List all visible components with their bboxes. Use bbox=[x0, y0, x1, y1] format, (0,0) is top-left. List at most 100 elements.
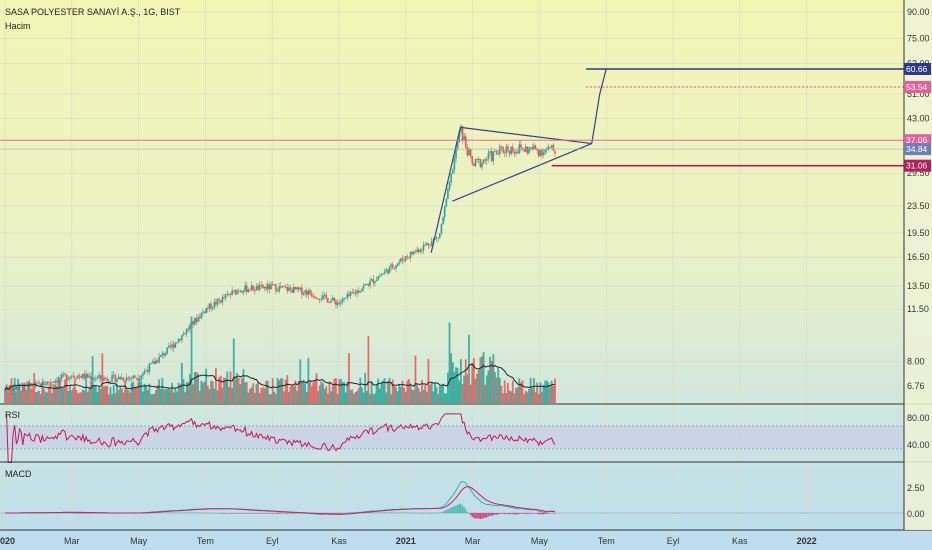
macd-hist-bar bbox=[435, 512, 438, 514]
volume-bar bbox=[81, 389, 84, 403]
candle-body bbox=[117, 376, 120, 380]
candle-body bbox=[343, 298, 345, 299]
volume-bar bbox=[318, 385, 321, 403]
macd-hist-bar bbox=[160, 512, 162, 514]
volume-bar bbox=[39, 394, 42, 403]
candle-body bbox=[161, 353, 164, 356]
macd-hist-bar bbox=[211, 512, 214, 514]
candle-body bbox=[197, 317, 199, 322]
volume-bar bbox=[435, 387, 438, 403]
candle-body bbox=[445, 199, 448, 207]
volume-bar bbox=[117, 390, 120, 403]
candle-body bbox=[406, 256, 409, 258]
volume-bar bbox=[114, 393, 117, 403]
candle-body bbox=[255, 285, 258, 291]
volume-bar bbox=[244, 382, 247, 403]
volume-bar bbox=[365, 390, 368, 403]
candle-body bbox=[388, 266, 391, 274]
candle-body bbox=[291, 289, 293, 293]
volume-bar bbox=[43, 388, 45, 403]
macd-hist-bar bbox=[192, 512, 194, 514]
volume-bar bbox=[313, 380, 316, 403]
volume-bar bbox=[59, 378, 62, 403]
volume-bar bbox=[12, 387, 15, 403]
price-tick-label: 51.00 bbox=[907, 89, 930, 99]
volume-bar bbox=[507, 382, 509, 403]
candle-body bbox=[432, 239, 435, 242]
candle-body bbox=[460, 126, 462, 132]
macd-hist-bar bbox=[83, 513, 86, 514]
volume-bar bbox=[510, 391, 513, 403]
macd-hist-bar bbox=[43, 512, 45, 514]
candle-body bbox=[382, 273, 384, 275]
macd-hist-bar bbox=[468, 513, 470, 514]
macd-hist-bar bbox=[171, 512, 173, 514]
volume-bar bbox=[72, 387, 75, 403]
time-axis[interactable] bbox=[0, 531, 932, 550]
volume-bar bbox=[323, 388, 326, 403]
candle-body bbox=[550, 145, 553, 147]
candle-body bbox=[174, 342, 177, 348]
volume-bar bbox=[362, 392, 365, 403]
volume-bar bbox=[104, 385, 107, 403]
volume-bar bbox=[263, 388, 266, 403]
candle-body bbox=[393, 267, 396, 269]
volume-bar bbox=[283, 391, 285, 403]
macd-hist-bar bbox=[536, 513, 538, 514]
volume-bar bbox=[348, 353, 350, 403]
candle-body bbox=[189, 324, 191, 330]
volume-bar bbox=[96, 391, 99, 403]
volume-bar bbox=[456, 368, 459, 403]
volume-bar bbox=[4, 390, 6, 403]
volume-bar bbox=[67, 390, 70, 403]
candle-body bbox=[85, 373, 87, 379]
volume-bar bbox=[346, 381, 349, 403]
candle-body bbox=[526, 146, 529, 154]
volume-bar bbox=[195, 372, 198, 403]
macd-hist-bar bbox=[447, 508, 449, 513]
candle-body bbox=[464, 136, 467, 148]
volume-bar bbox=[200, 380, 203, 403]
candle-body bbox=[172, 344, 175, 348]
macd-hist-bar bbox=[74, 513, 76, 514]
volume-bar bbox=[31, 389, 34, 403]
volume-bar bbox=[93, 384, 96, 403]
time-tick-label: 2020 bbox=[0, 536, 15, 546]
candle-body bbox=[60, 374, 63, 379]
macd-hist-bar bbox=[293, 513, 295, 514]
candle-body bbox=[495, 150, 498, 155]
volume-bar bbox=[163, 389, 165, 403]
macd-hist-bar bbox=[466, 511, 469, 513]
time-tick-label: Tem bbox=[598, 536, 615, 546]
candle-body bbox=[247, 289, 250, 293]
volume-bar bbox=[328, 381, 331, 403]
volume-bar bbox=[378, 388, 381, 403]
macd-hist-bar bbox=[259, 513, 261, 514]
candle-body bbox=[508, 150, 511, 154]
candle-body bbox=[112, 374, 115, 376]
volume-bar bbox=[414, 355, 417, 403]
macd-hist-bar bbox=[456, 504, 459, 513]
volume-bar bbox=[266, 380, 269, 403]
macd-hist-bar bbox=[481, 513, 483, 519]
volume-bar bbox=[429, 384, 431, 403]
volume-bar bbox=[211, 381, 214, 403]
candle-body bbox=[39, 383, 42, 387]
candle-body bbox=[83, 373, 86, 379]
candle-body bbox=[208, 303, 211, 309]
volume-bar bbox=[432, 391, 435, 403]
candle-body bbox=[163, 353, 165, 356]
macd-hist-bar bbox=[197, 512, 199, 514]
candle-body bbox=[369, 280, 371, 286]
volume-bar bbox=[253, 392, 256, 403]
macd-hist-bar bbox=[502, 513, 504, 514]
candle-body bbox=[234, 290, 237, 295]
macd-hist-bar bbox=[236, 513, 238, 514]
volume-bar bbox=[73, 379, 76, 403]
volume-bar bbox=[179, 384, 182, 403]
candle-body bbox=[69, 376, 71, 379]
volume-bar bbox=[41, 386, 44, 403]
price-axis[interactable] bbox=[904, 0, 932, 530]
candle-body bbox=[450, 173, 452, 183]
